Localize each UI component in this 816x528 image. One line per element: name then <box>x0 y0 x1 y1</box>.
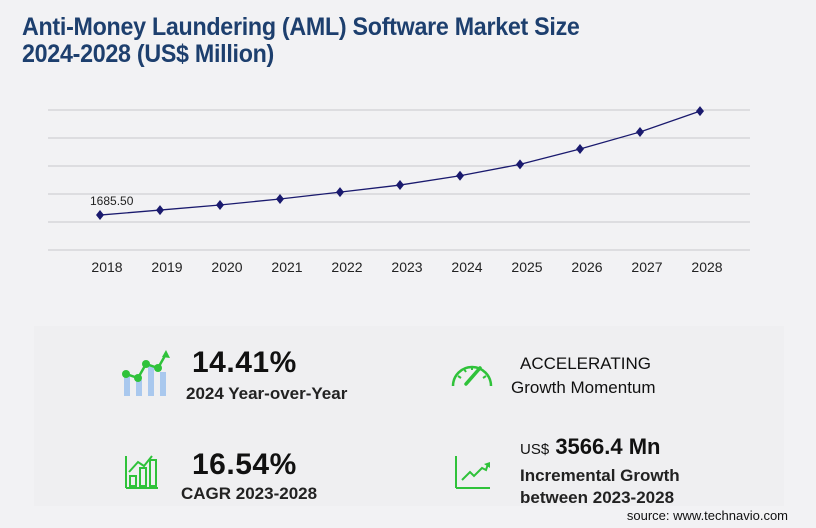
yoy-label: 2024 Year-over-Year <box>186 384 348 403</box>
cagr-label: CAGR 2023-2028 <box>181 484 318 503</box>
x-tick-label: 2020 <box>211 259 242 275</box>
momentum-value: ACCELERATING <box>520 354 651 373</box>
data-point-2024 <box>456 170 464 181</box>
data-label: 1685.50 <box>90 194 134 208</box>
data-point-2021 <box>276 193 284 204</box>
data-point-2022 <box>336 187 344 198</box>
x-tick-label: 2026 <box>571 259 602 275</box>
x-tick-label: 2022 <box>331 259 362 275</box>
line-chart: 2018 1685.50 2019 2020 2021 2022 2023 2024 2025 2… <box>48 106 750 275</box>
bar-chart-growth-icon <box>125 455 158 489</box>
chart-title: Anti-Money Laundering (AML) Software Mar… <box>22 14 580 68</box>
data-point-2028 <box>696 106 704 117</box>
x-tick-label: 2021 <box>271 259 302 275</box>
momentum-label: Growth Momentum <box>511 378 656 397</box>
incremental-label-2: between 2023-2028 <box>520 488 675 507</box>
data-point-2027 <box>636 126 644 137</box>
data-point-2025 <box>516 159 524 170</box>
stats-panel <box>34 326 784 506</box>
data-point-2020 <box>216 199 224 210</box>
x-tick-label: 2019 <box>151 259 182 275</box>
incremental-label-1: Incremental Growth <box>520 466 680 485</box>
x-tick-label: 2018 <box>91 259 122 275</box>
cagr-value: 16.54% <box>192 448 297 481</box>
data-point-2018 <box>96 210 104 221</box>
x-tick-label: 2028 <box>691 259 722 275</box>
trend-line-icon <box>455 456 490 489</box>
x-tick-label: 2024 <box>451 259 482 275</box>
x-tick-label: 2023 <box>391 259 422 275</box>
title-line-1: Anti-Money Laundering (AML) Software Mar… <box>22 13 580 41</box>
source-text: source: www.technavio.com <box>626 508 788 523</box>
title-line-2: 2024-2028 (US$ Million) <box>22 40 275 68</box>
x-tick-label: 2025 <box>511 259 542 275</box>
currency-prefix: US$ <box>520 441 550 458</box>
speedometer-icon <box>451 365 493 387</box>
growth-bars-icon <box>122 350 170 396</box>
series-line <box>99 110 701 216</box>
yoy-value: 14.41% <box>192 346 297 379</box>
incremental-amount: 3566.4 Mn <box>555 434 661 459</box>
data-point-2026 <box>576 143 584 154</box>
data-point-2023 <box>396 180 404 191</box>
x-tick-label: 2027 <box>631 259 662 275</box>
data-point-2019 <box>156 205 164 216</box>
incremental-value: US$ 3566.4 Mn <box>520 434 660 460</box>
